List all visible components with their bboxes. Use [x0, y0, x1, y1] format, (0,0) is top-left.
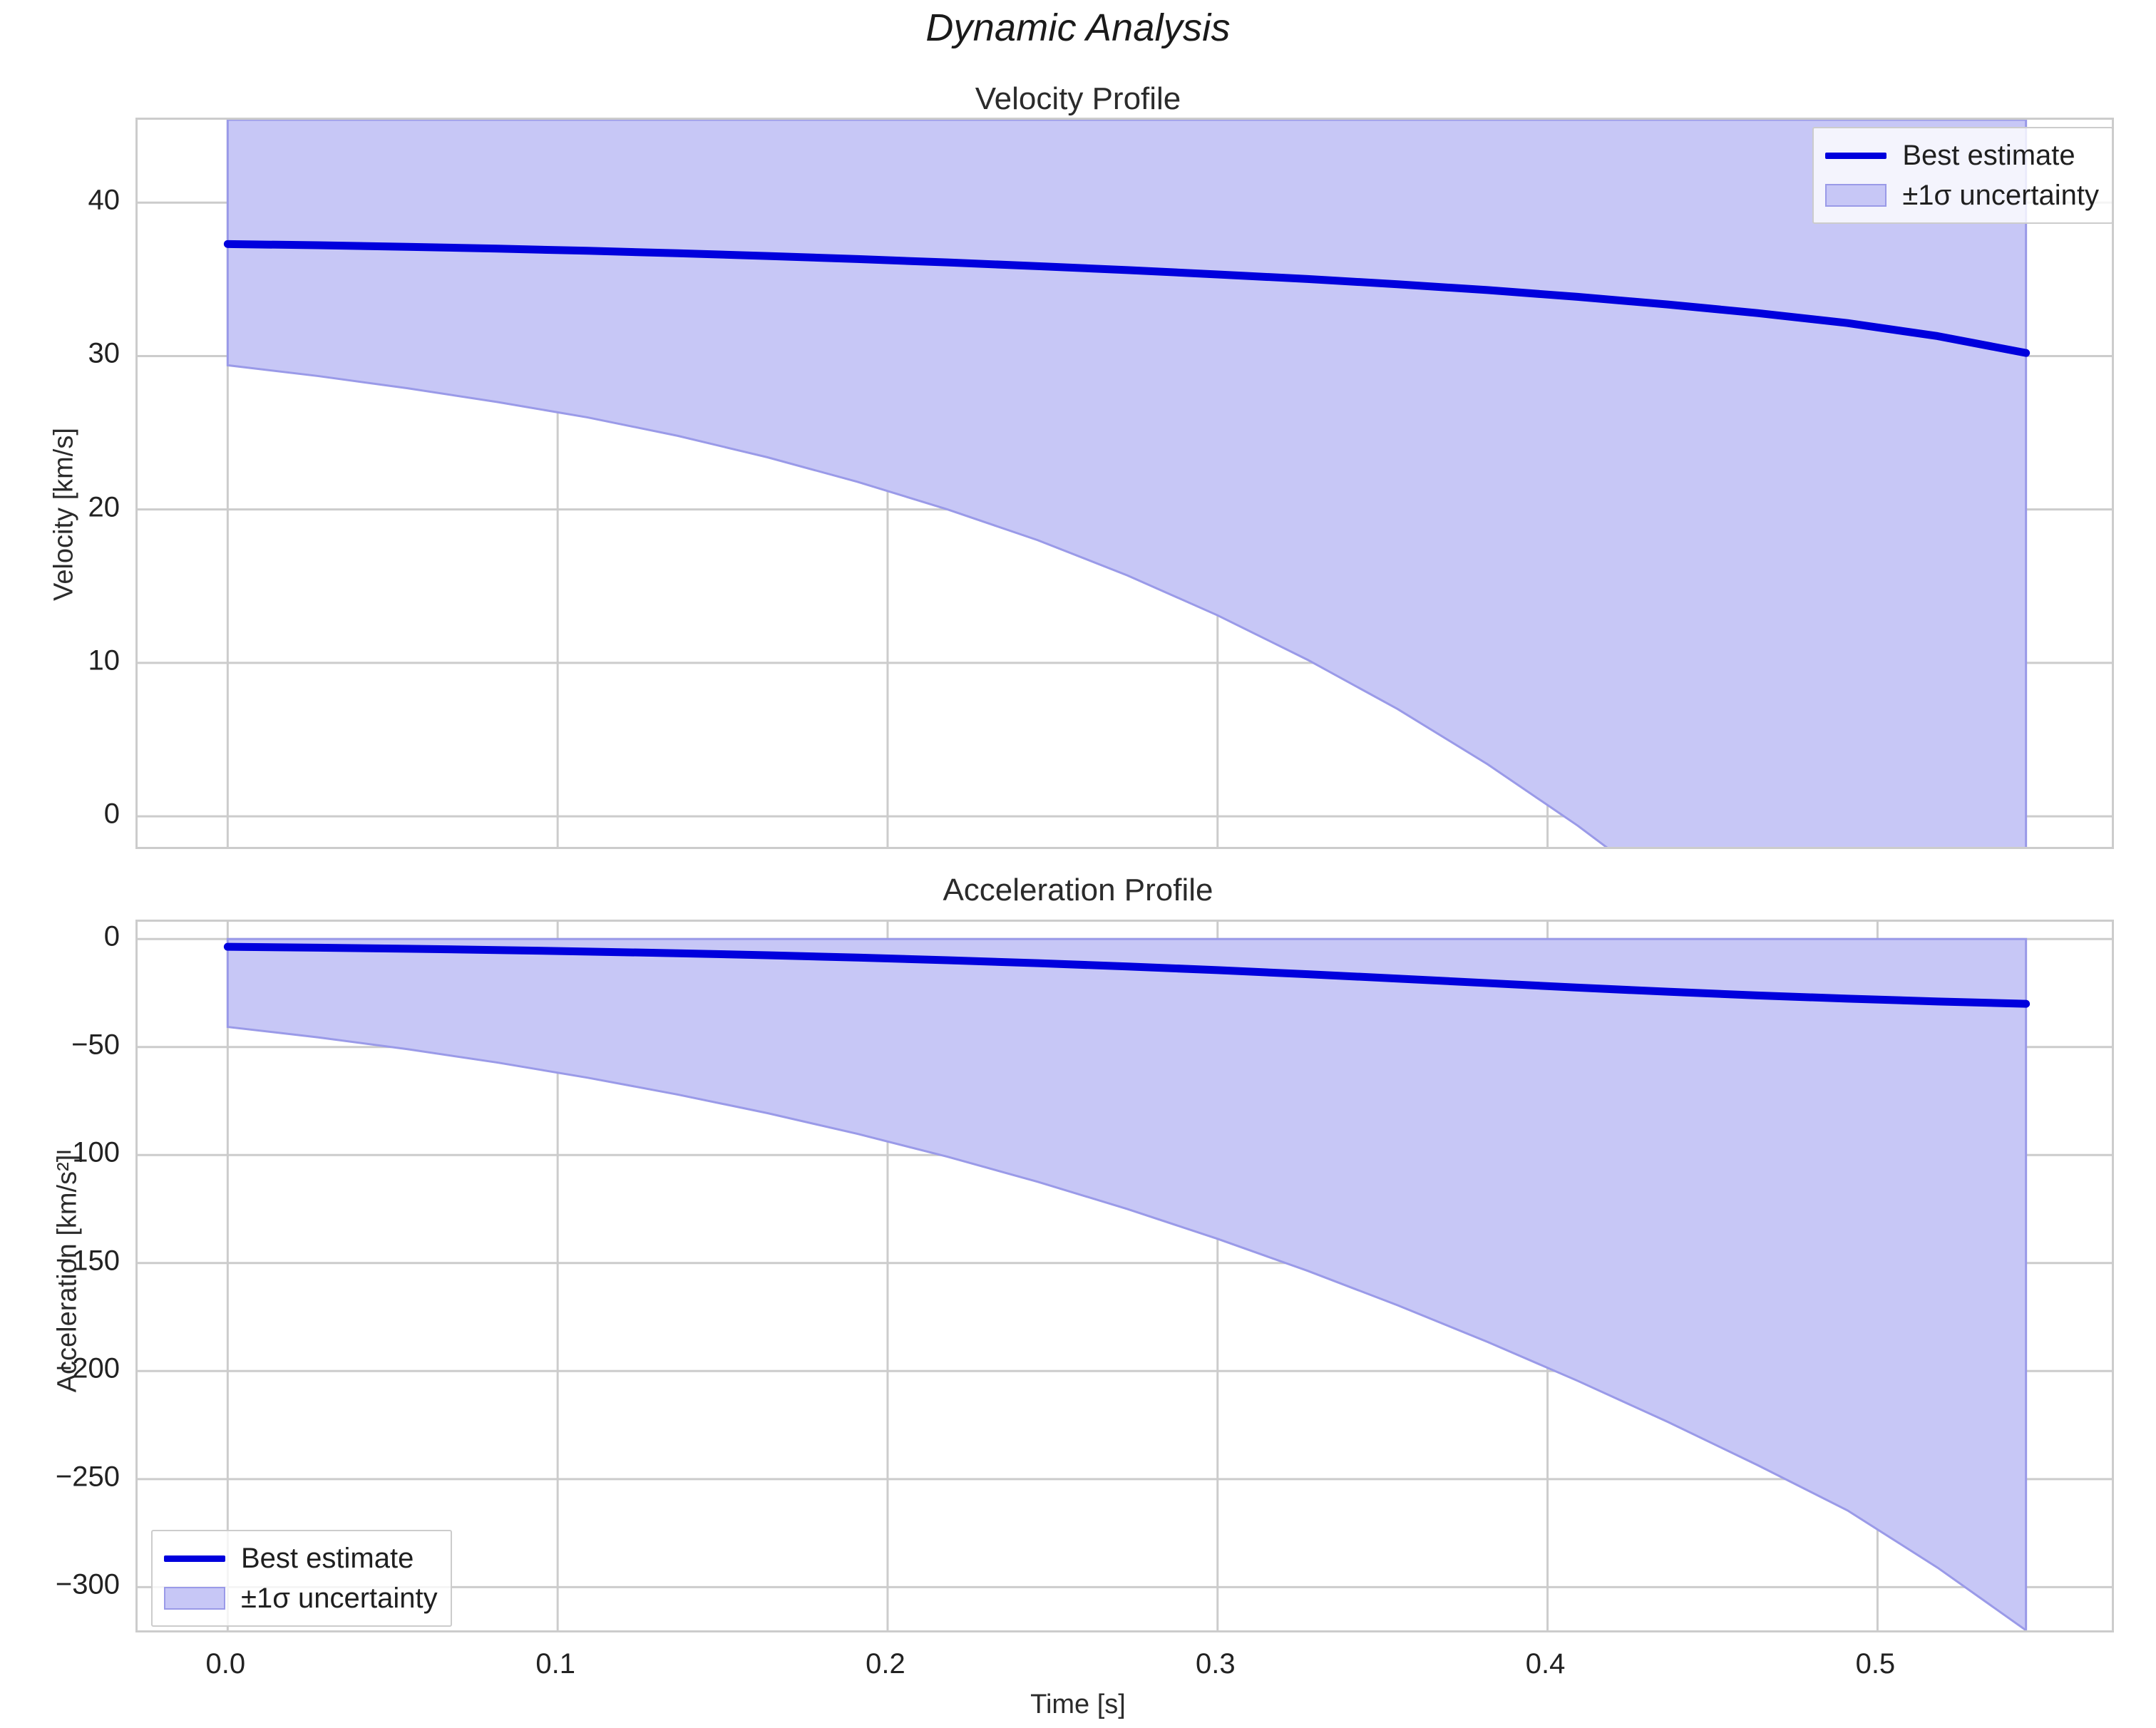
legend-label-best-estimate: Best estimate — [241, 1542, 414, 1574]
legend-line-swatch — [163, 1544, 227, 1573]
y-tick-label: −250 — [55, 1461, 120, 1493]
y-tick-label: −150 — [55, 1245, 120, 1277]
figure-suptitle: Dynamic Analysis — [925, 6, 1231, 49]
y-tick-label: −100 — [55, 1136, 120, 1168]
velocity-axes-title: Velocity Profile — [975, 81, 1181, 116]
uncertainty-band — [226, 120, 2028, 847]
acceleration-xlabel: Time [s] — [1030, 1690, 1126, 1719]
legend-line-swatch — [1824, 141, 1888, 170]
uncertainty-band — [226, 937, 2028, 1630]
legend-patch-swatch — [1824, 181, 1888, 210]
velocity-plot-svg — [138, 120, 2112, 847]
x-tick-label: 0.3 — [1195, 1648, 1236, 1680]
legend-label-uncertainty: ±1σ uncertainty — [241, 1582, 438, 1614]
y-tick-label: −200 — [55, 1352, 120, 1384]
legend-label-best-estimate: Best estimate — [1902, 139, 2075, 171]
y-tick-label: 20 — [88, 491, 120, 523]
acceleration-plot-area — [135, 920, 2114, 1632]
x-tick-label: 0.5 — [1855, 1648, 1896, 1680]
best-estimate-line — [223, 240, 2031, 357]
acceleration-legend: Best estimate ±1σ uncertainty — [151, 1530, 452, 1627]
legend-entry-uncertainty: ±1σ uncertainty — [1824, 175, 2099, 215]
x-tick-label: 0.1 — [535, 1648, 575, 1680]
legend-entry-best-estimate: Best estimate — [163, 1538, 438, 1578]
y-tick-label: 40 — [88, 184, 120, 216]
y-tick-label: −300 — [55, 1568, 120, 1600]
legend-label-uncertainty: ±1σ uncertainty — [1902, 179, 2099, 211]
best-estimate-line — [223, 942, 2031, 1008]
acceleration-axes-title: Acceleration Profile — [943, 873, 1213, 907]
x-tick-label: 0.2 — [866, 1648, 905, 1680]
legend-entry-best-estimate: Best estimate — [1824, 135, 2099, 175]
velocity-panel: Velocity Profile Velocity [km/s] 0 10 20 30… — [0, 71, 2156, 870]
velocity-plot-area — [135, 118, 2114, 849]
acceleration-panel: Acceleration Profile Acceleration [km/s²… — [0, 870, 2156, 1728]
velocity-ylabel: Velocity [km/s] — [48, 428, 79, 601]
legend-patch-swatch — [163, 1584, 227, 1613]
x-tick-label: 0.0 — [205, 1648, 246, 1680]
y-tick-label: 30 — [88, 337, 120, 369]
y-tick-label: 0 — [103, 798, 120, 830]
legend-entry-uncertainty: ±1σ uncertainty — [163, 1578, 438, 1618]
velocity-legend: Best estimate ±1σ uncertainty — [1812, 127, 2113, 224]
x-tick-label: 0.4 — [1525, 1648, 1566, 1680]
y-tick-label: −50 — [71, 1029, 120, 1061]
y-tick-label: 10 — [88, 644, 120, 677]
y-tick-label: 0 — [103, 920, 120, 952]
acceleration-plot-svg — [138, 922, 2112, 1630]
